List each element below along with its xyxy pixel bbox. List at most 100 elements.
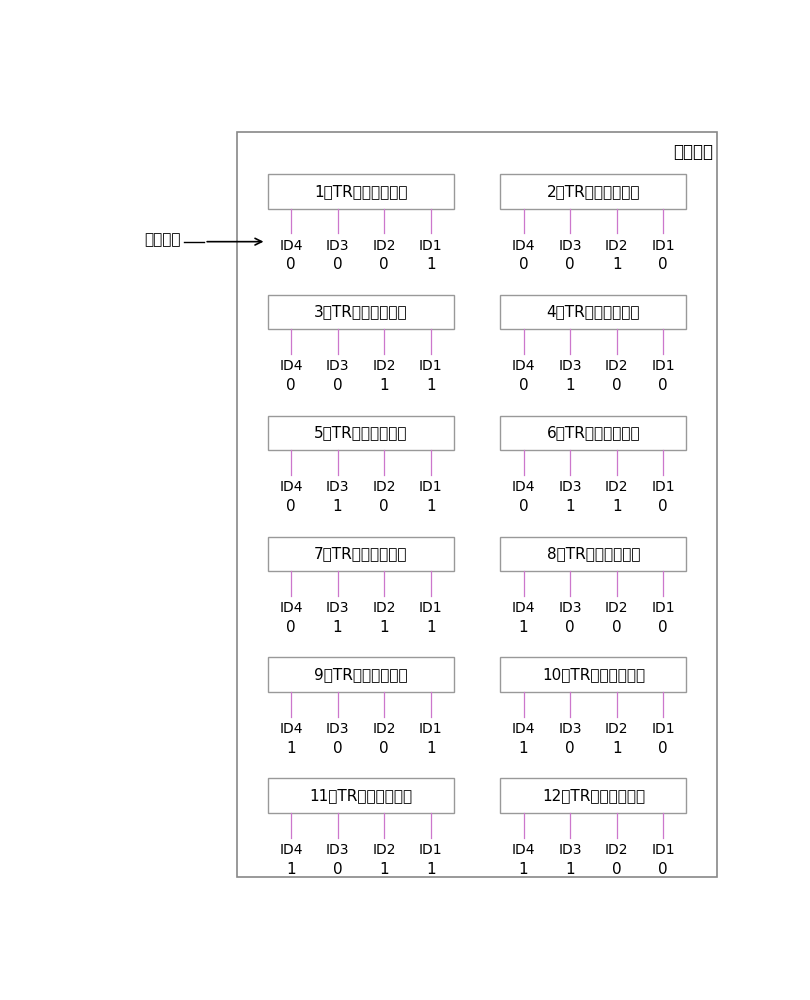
Text: 0: 0 [612,378,621,393]
Text: ID1: ID1 [419,239,442,253]
Text: 1: 1 [519,620,528,635]
Bar [268,537,454,571]
Text: 0: 0 [659,741,668,756]
Text: 0: 0 [659,257,668,272]
Bar [501,174,686,209]
Text: ID3: ID3 [558,843,582,857]
Bar [268,174,454,209]
Text: ID4: ID4 [279,239,303,253]
Text: 1: 1 [565,378,575,393]
Text: ID2: ID2 [605,722,629,736]
Text: 0: 0 [565,620,575,635]
Text: ID2: ID2 [373,722,396,736]
Text: ID4: ID4 [512,722,535,736]
Text: ID2: ID2 [605,480,629,494]
Text: 2号TR组件安装位置: 2号TR组件安装位置 [547,184,640,199]
Text: 0: 0 [519,378,528,393]
Bar [501,657,686,692]
Text: ID1: ID1 [419,480,442,494]
Text: 1: 1 [519,862,528,877]
Text: ID2: ID2 [605,239,629,253]
Text: 1: 1 [426,499,436,514]
Text: 7号TR组件安装位置: 7号TR组件安装位置 [314,546,407,561]
Text: 1: 1 [286,862,296,877]
Text: 天线输入: 天线输入 [144,232,181,247]
Text: 1: 1 [565,499,575,514]
Text: ID2: ID2 [373,239,396,253]
Text: 0: 0 [565,257,575,272]
Text: 0: 0 [379,499,389,514]
Bar [501,295,686,329]
Text: ID1: ID1 [651,480,675,494]
Bar [268,416,454,450]
Text: ID3: ID3 [326,722,349,736]
Text: ID3: ID3 [326,480,349,494]
Text: ID2: ID2 [373,480,396,494]
Text: 0: 0 [333,257,343,272]
Text: 0: 0 [333,378,343,393]
Text: 12号TR组件安装位置: 12号TR组件安装位置 [542,788,645,803]
Text: ID4: ID4 [279,480,303,494]
Text: ID4: ID4 [512,239,535,253]
Text: ID1: ID1 [419,601,442,615]
Text: ID4: ID4 [512,843,535,857]
Text: 0: 0 [379,741,389,756]
Text: 0: 0 [379,257,389,272]
Text: 10号TR组件安装位置: 10号TR组件安装位置 [542,667,645,682]
Text: 1: 1 [333,620,343,635]
Text: 1: 1 [426,620,436,635]
Text: 1: 1 [426,257,436,272]
Text: ID4: ID4 [279,601,303,615]
Bar [501,416,686,450]
Text: 6号TR组件安装位置: 6号TR组件安装位置 [547,426,640,441]
Text: ID3: ID3 [326,843,349,857]
Text: 0: 0 [659,499,668,514]
Text: 1: 1 [286,741,296,756]
Bar [237,132,718,877]
Text: ID3: ID3 [326,239,349,253]
Text: 1: 1 [379,378,389,393]
Text: 1: 1 [519,741,528,756]
Text: ID4: ID4 [279,359,303,373]
Text: 0: 0 [612,620,621,635]
Text: 0: 0 [286,620,296,635]
Text: 0: 0 [659,620,668,635]
Text: ID3: ID3 [326,359,349,373]
Text: ID3: ID3 [558,480,582,494]
Bar [501,537,686,571]
Text: 0: 0 [659,378,668,393]
Text: 0: 0 [612,862,621,877]
Text: 1: 1 [426,378,436,393]
Text: ID1: ID1 [651,239,675,253]
Text: 1: 1 [426,741,436,756]
Text: 1: 1 [612,741,621,756]
Text: 9号TR组件安装位置: 9号TR组件安装位置 [314,667,407,682]
Text: 0: 0 [519,257,528,272]
Text: 3号TR组件安装位置: 3号TR组件安装位置 [314,305,407,320]
Text: 1: 1 [379,862,389,877]
Text: 1: 1 [612,499,621,514]
Text: 5号TR组件安装位置: 5号TR组件安装位置 [314,426,407,441]
Text: 1号TR组件安装位置: 1号TR组件安装位置 [314,184,407,199]
Text: 0: 0 [286,499,296,514]
Text: 1: 1 [333,499,343,514]
Text: 0: 0 [333,741,343,756]
Text: 1: 1 [379,620,389,635]
Text: ID3: ID3 [558,601,582,615]
Text: ID1: ID1 [651,722,675,736]
Text: ID1: ID1 [419,722,442,736]
Text: ID2: ID2 [605,843,629,857]
Text: 1: 1 [612,257,621,272]
Text: 11号TR组件安装位置: 11号TR组件安装位置 [309,788,412,803]
Text: 1: 1 [426,862,436,877]
Text: ID2: ID2 [605,601,629,615]
Text: ID4: ID4 [512,601,535,615]
Bar [268,295,454,329]
Text: 1: 1 [565,862,575,877]
Text: ID1: ID1 [419,843,442,857]
Text: ID4: ID4 [279,843,303,857]
Text: 0: 0 [519,499,528,514]
Bar [501,778,686,813]
Text: ID1: ID1 [651,601,675,615]
Text: 0: 0 [286,378,296,393]
